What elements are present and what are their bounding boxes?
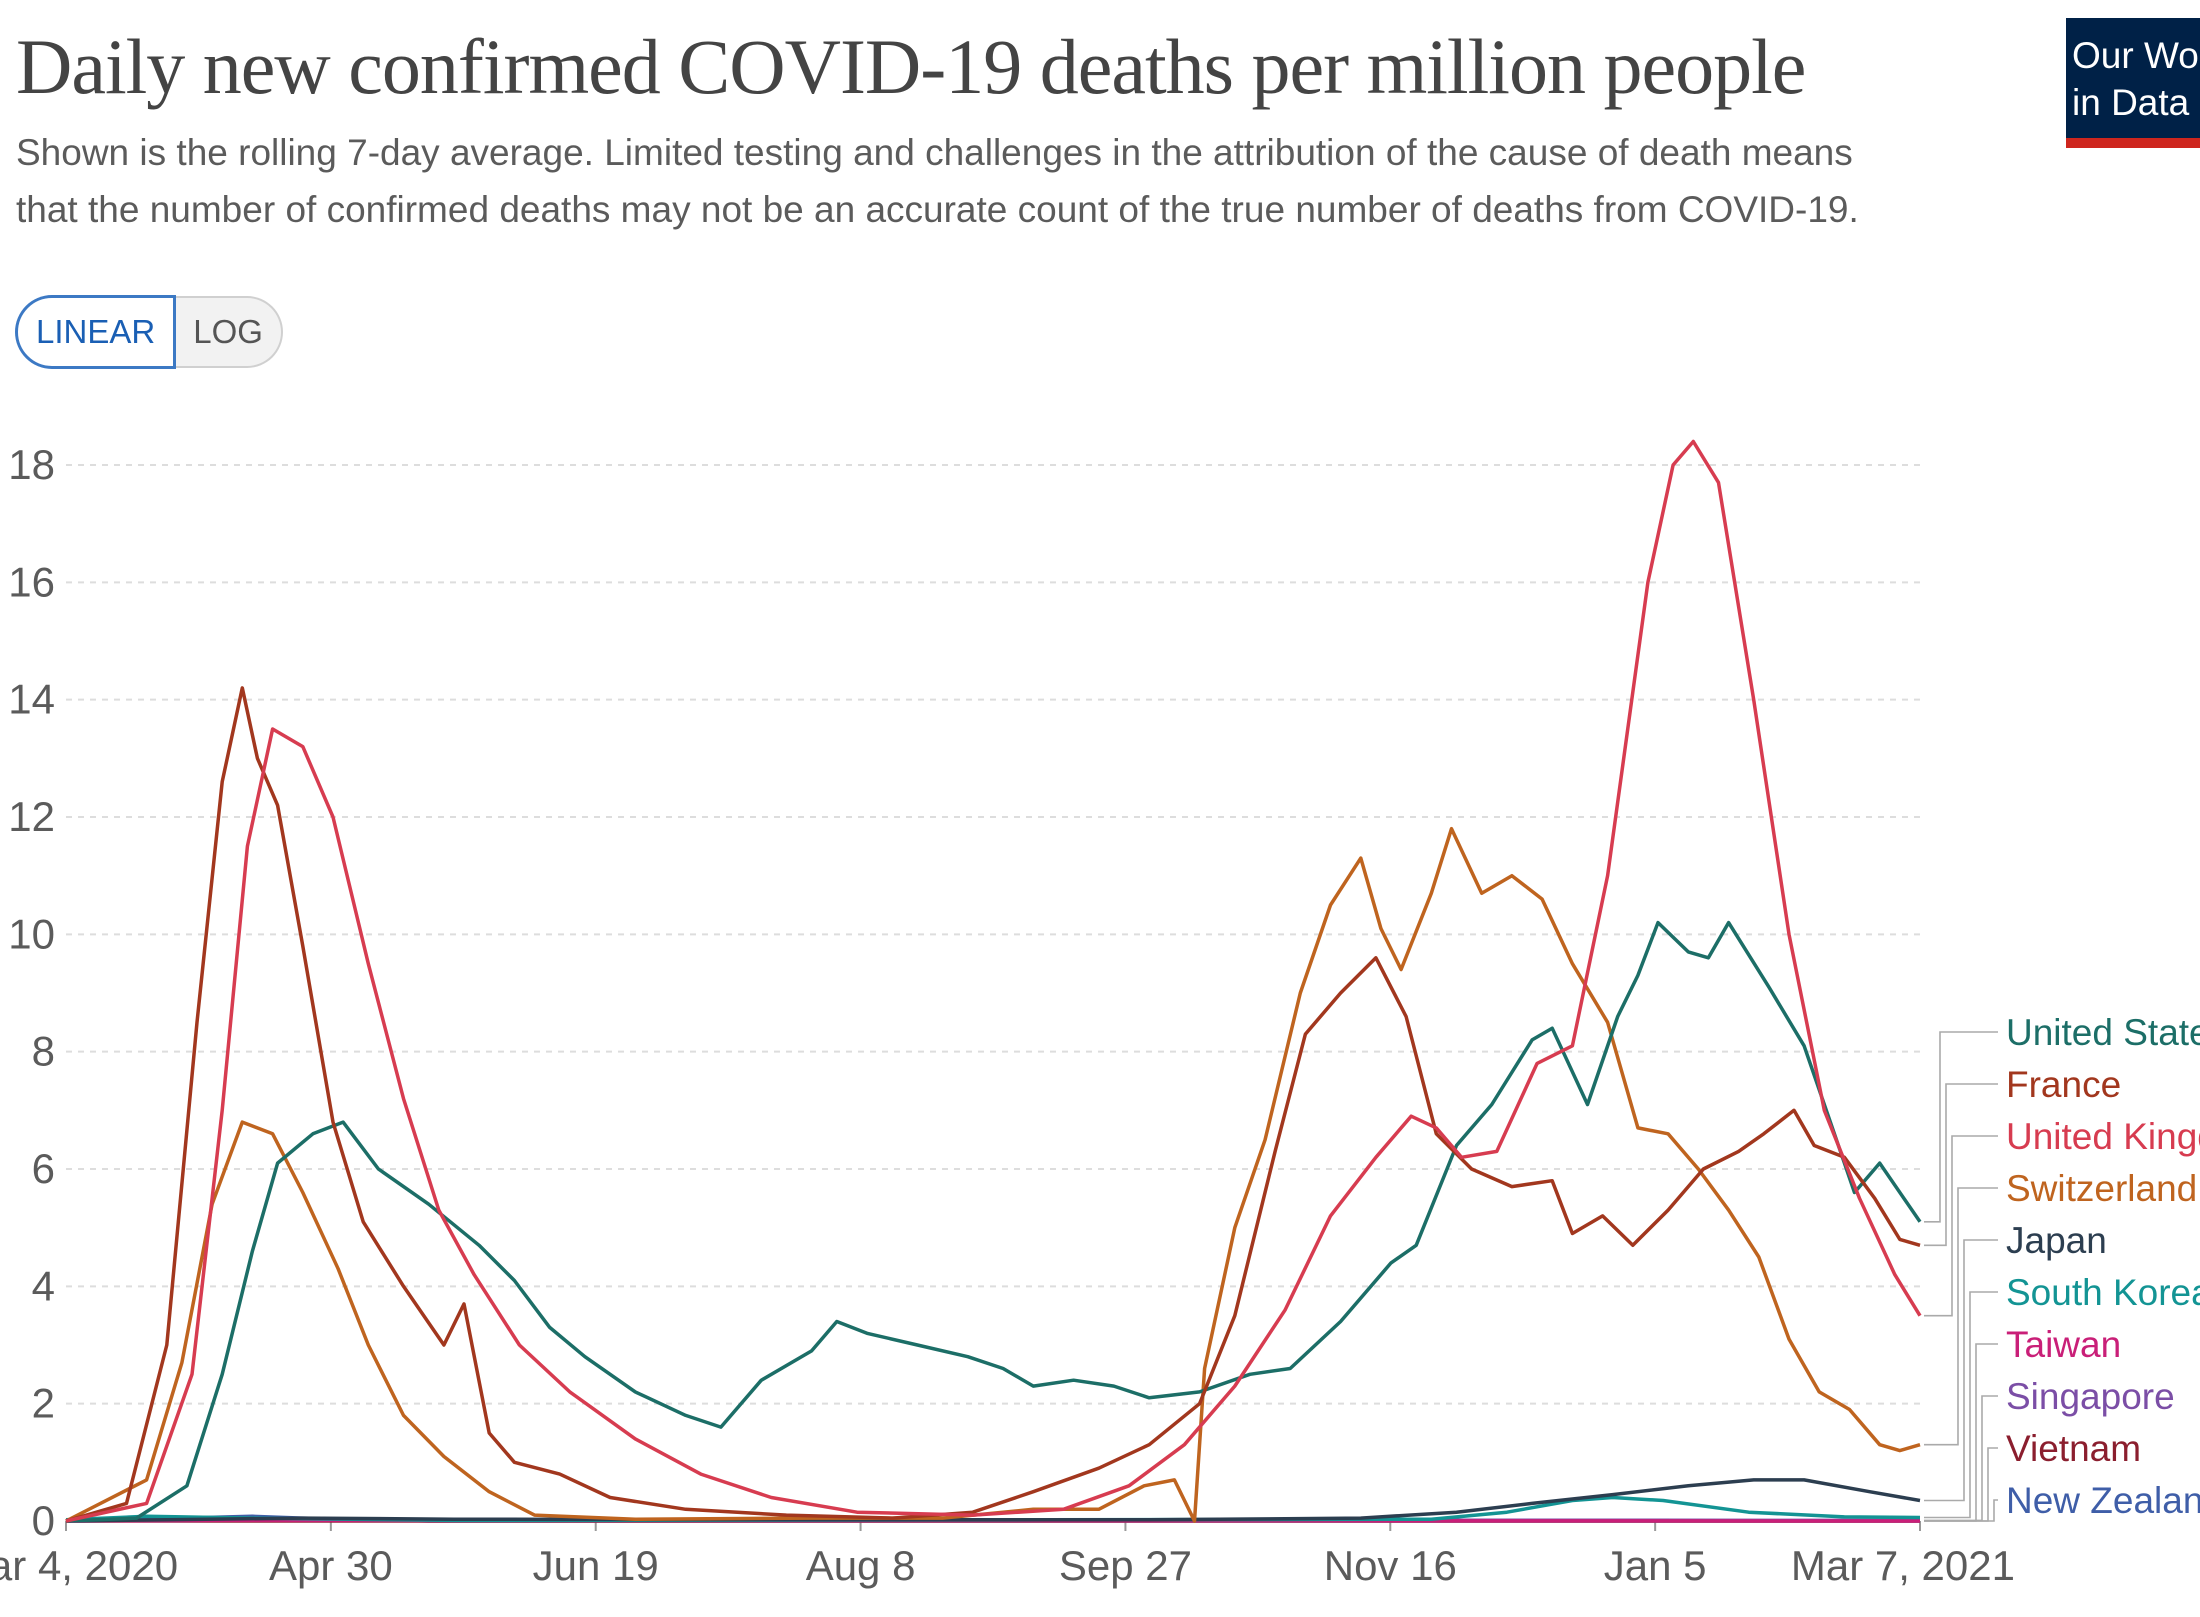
legend-label[interactable]: United Kingdom [2006, 1116, 2200, 1157]
legend-label[interactable]: France [2006, 1064, 2121, 1105]
legend-label[interactable]: United States [2006, 1012, 2200, 1053]
scale-toggle: LINEAR LOG [16, 296, 283, 368]
legend: United States France United Kingdom Switzer… [1924, 1012, 2200, 1522]
x-tick-label: Mar 7, 2021 [1791, 1542, 2015, 1589]
x-tick-label: Aug 8 [806, 1542, 916, 1589]
chart-subtitle: Shown is the rolling 7-day average. Limi… [16, 132, 1859, 230]
y-tick-label: 2 [32, 1380, 55, 1427]
logo-accent-bar [2066, 138, 2200, 148]
legend-label[interactable]: Taiwan [2006, 1324, 2121, 1365]
series-lines [65, 439, 1922, 1523]
x-tick-label: Apr 30 [269, 1542, 393, 1589]
y-tick-label: 0 [32, 1497, 55, 1544]
log-scale-button[interactable]: LOG [175, 296, 283, 368]
series-line-united-kingdom[interactable] [65, 439, 1922, 1523]
series-line-united-states[interactable] [65, 920, 1922, 1523]
legend-connector [1924, 1083, 1998, 1247]
legend-connector [1924, 1499, 1998, 1522]
legend-connector [1924, 1291, 1998, 1519]
y-tick-label: 12 [8, 793, 55, 840]
legend-connector [1924, 1343, 1998, 1522]
legend-connector [1924, 1239, 1998, 1502]
y-tick-label: 18 [8, 441, 55, 488]
y-tick-label: 8 [32, 1028, 55, 1075]
x-axis-ticks: Mar 4, 2020 Apr 30 Jun 19 Aug 8 Sep 27 Nov 16… [0, 1521, 2015, 1589]
linear-scale-button[interactable]: LINEAR [16, 296, 176, 368]
y-axis-ticks: 0 2 4 6 8 10 12 14 16 18 [8, 441, 55, 1544]
series-line-switzerland[interactable] [65, 826, 1921, 1523]
legend-label[interactable]: New Zealand [2006, 1480, 2200, 1521]
y-tick-label: 6 [32, 1145, 55, 1192]
x-tick-label: Jun 19 [533, 1542, 659, 1589]
logo-text: Our World in Data [2072, 35, 2200, 123]
legend-label[interactable]: Vietnam [2006, 1428, 2141, 1469]
y-tick-label: 16 [8, 558, 55, 605]
legend-connector [1924, 1031, 1998, 1223]
y-tick-label: 4 [32, 1262, 55, 1309]
legend-connector [1924, 1447, 1998, 1522]
y-tick-label: 10 [8, 910, 55, 957]
x-tick-label: Sep 27 [1059, 1542, 1192, 1589]
x-tick-label: Jan 5 [1604, 1542, 1707, 1589]
legend-label[interactable]: South Korea [2006, 1272, 2200, 1313]
legend-connector [1924, 1395, 1998, 1522]
legend-label[interactable]: Japan [2006, 1220, 2107, 1261]
owid-logo[interactable]: Our World in Data [2066, 18, 2200, 148]
legend-label[interactable]: Singapore [2006, 1376, 2175, 1417]
series-line-france[interactable] [65, 686, 1921, 1523]
series-line-japan[interactable] [65, 1478, 1921, 1523]
page-title: Daily new confirmed COVID-19 deaths per … [16, 23, 1806, 110]
legend-connector [1924, 1135, 1998, 1317]
legend-label[interactable]: Switzerland [2006, 1168, 2197, 1209]
y-tick-label: 14 [8, 676, 55, 723]
x-tick-label: Mar 4, 2020 [0, 1542, 178, 1589]
x-tick-label: Nov 16 [1324, 1542, 1457, 1589]
legend-connector [1924, 1187, 1998, 1446]
